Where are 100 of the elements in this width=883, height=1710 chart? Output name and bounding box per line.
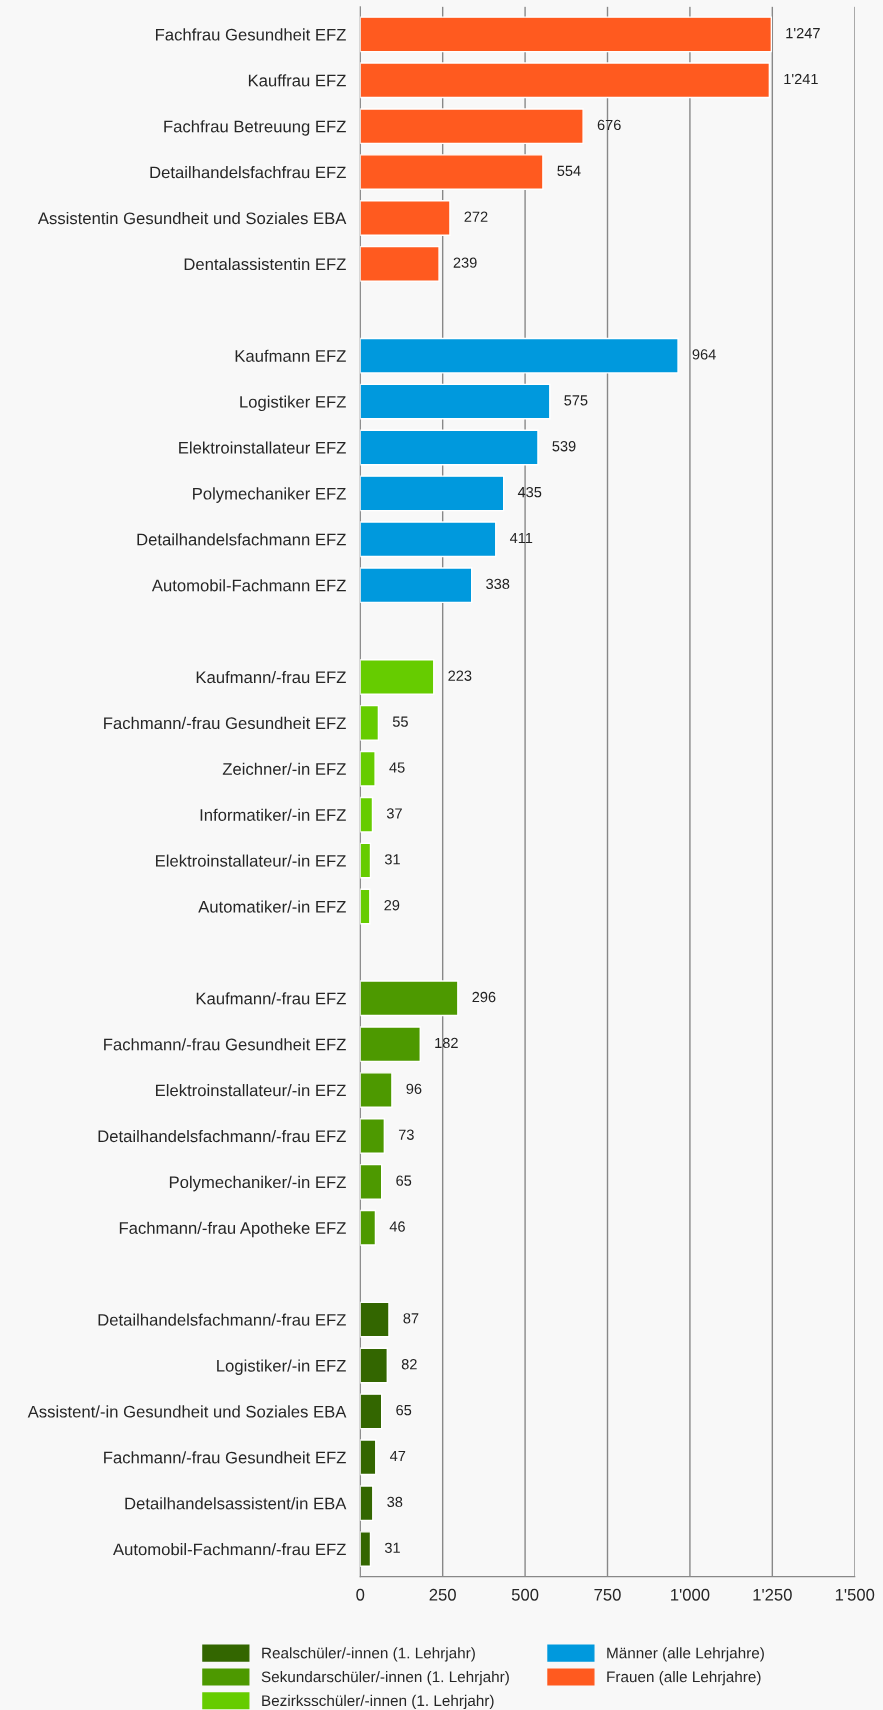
bar: [360, 62, 771, 99]
bar: [360, 888, 371, 925]
data-label: 676: [597, 119, 621, 131]
bar: [360, 521, 497, 558]
data-label: 239: [453, 257, 477, 268]
y-tick-label: Polymechaniker/-in EFZ: [169, 1175, 346, 1192]
data-label: 55: [392, 716, 408, 727]
bar: [360, 475, 505, 512]
x-tick-label: 1'500: [835, 1588, 875, 1601]
y-tick-label: Logistiker EFZ: [240, 395, 346, 412]
bar: [360, 704, 380, 741]
y-tick-label: Fachmann/-frau Gesundheit EFZ: [104, 716, 346, 730]
data-label: 182: [435, 1037, 458, 1049]
y-tick-label: Elektroinstallateur/-in EFZ: [156, 1084, 346, 1097]
bar: [360, 659, 435, 695]
bar: [360, 337, 679, 374]
data-label: 46: [389, 1221, 405, 1232]
data-label: 65: [396, 1175, 412, 1186]
y-tick-label: Informatiker/-in EFZ: [200, 808, 346, 821]
x-tick-label: 1'250: [753, 1588, 792, 1601]
y-tick-label: Fachfrau Betreuung EFZ: [164, 120, 346, 136]
bar: [360, 567, 473, 604]
data-label: 82: [401, 1359, 417, 1370]
y-tick-label: Fachmann/-frau Gesundheit EFZ: [104, 1451, 346, 1464]
bar: [360, 383, 551, 420]
data-label: 223: [448, 670, 472, 681]
x-tick-label: 1'000: [671, 1588, 710, 1601]
bar: [360, 1531, 372, 1567]
bar: [360, 980, 459, 1017]
legend-label: Sekundarschüler/-innen (1. Lehrjahr): [261, 1671, 509, 1686]
data-label: 296: [472, 991, 496, 1003]
data-label: 964: [692, 349, 716, 360]
data-label: 435: [517, 486, 542, 498]
y-tick-label: Fachmann/-frau Gesundheit EFZ: [104, 1038, 346, 1051]
bar: [360, 16, 773, 53]
y-tick-label: Detailhandelsfachfrau EFZ: [150, 166, 346, 179]
bar: [360, 429, 539, 466]
legend-label: Bezirksschüler/-innen (1. Lehrjahr): [262, 1694, 494, 1710]
bar: [360, 1485, 374, 1522]
bar: [360, 796, 374, 833]
y-tick-label: Automobil-Fachmann/-frau EFZ: [113, 1543, 346, 1556]
bar: [360, 154, 544, 190]
y-tick-label: Assistentin Gesundheit und Soziales EBA: [37, 211, 347, 225]
y-tick-label: Zeichner/-in EFZ: [222, 762, 346, 775]
y-tick-label: Automobil-Fachmann EFZ: [151, 579, 346, 592]
data-label: 1'247: [786, 27, 820, 39]
y-tick-label: Kaufmann/-frau EFZ: [196, 670, 346, 684]
x-tick-label: 0: [356, 1588, 365, 1601]
data-label: 338: [486, 578, 510, 590]
bar: [360, 1393, 383, 1430]
bar: [360, 200, 451, 236]
data-label: 45: [389, 762, 405, 773]
data-label: 65: [396, 1404, 412, 1416]
y-tick-label: Kauffrau EFZ: [248, 74, 346, 87]
y-tick-label: Fachmann/-frau Apotheke EFZ: [119, 1221, 346, 1238]
legend-label: Frauen (alle Lehrjahre): [607, 1671, 761, 1686]
y-tick-label: Elektroinstallateur/-in EFZ: [156, 854, 346, 867]
y-tick-label: Detailhandelsfachmann EFZ: [137, 533, 346, 546]
y-tick-label: Dentalassistentin EFZ: [184, 257, 346, 271]
bar: [360, 1026, 421, 1063]
data-label: 272: [464, 211, 488, 222]
y-tick-label: Detailhandelsassistent/in EBA: [125, 1497, 347, 1510]
bar: [360, 1072, 393, 1108]
y-tick-label: Assistent/-in Gesundheit und Soziales EBA: [27, 1405, 347, 1418]
x-tick-label: 250: [429, 1588, 456, 1601]
data-label: 554: [557, 165, 581, 176]
y-tick-label: Fachfrau Gesundheit EFZ: [156, 28, 346, 41]
data-label: 575: [564, 395, 588, 406]
y-tick-label: Detailhandelsfachmann/-frau EFZ: [98, 1129, 346, 1143]
bar: [360, 245, 440, 282]
bar: [360, 1163, 383, 1200]
bar: [360, 1118, 386, 1154]
data-label: 73: [398, 1129, 414, 1140]
y-tick-label: Logistiker/-in EFZ: [217, 1359, 346, 1375]
y-tick-label: Detailhandelsfachmann/-frau EFZ: [98, 1313, 346, 1326]
bar: [360, 108, 584, 145]
data-label: 38: [387, 1496, 403, 1508]
data-label: 96: [406, 1083, 422, 1094]
data-label: 31: [384, 1542, 400, 1553]
data-label: 539: [552, 441, 576, 452]
legend-label: Männer (alle Lehrjahre): [607, 1647, 764, 1662]
bar: [360, 1301, 390, 1338]
y-tick-label: Automatiker/-in EFZ: [198, 900, 346, 913]
bar: [360, 1439, 377, 1476]
bar: [360, 1347, 388, 1384]
legend-label: Realschüler/-innen (1. Lehrjahr): [262, 1647, 475, 1662]
x-tick-label: 500: [511, 1588, 539, 1601]
y-tick-label: Elektroinstallateur EFZ: [179, 441, 346, 454]
bar: [360, 750, 376, 787]
y-tick-label: Polymechaniker EFZ: [193, 487, 346, 503]
x-tick-label: 750: [594, 1588, 621, 1601]
bar: [360, 1209, 377, 1246]
data-label: 37: [386, 808, 402, 819]
y-tick-label: Kaufmann EFZ: [235, 349, 346, 362]
data-label: 29: [384, 900, 400, 911]
data-label: 1'241: [784, 73, 818, 85]
bar: [360, 842, 372, 879]
data-label: 47: [389, 1451, 406, 1462]
data-label: 87: [403, 1313, 419, 1324]
data-label: 411: [509, 533, 533, 544]
